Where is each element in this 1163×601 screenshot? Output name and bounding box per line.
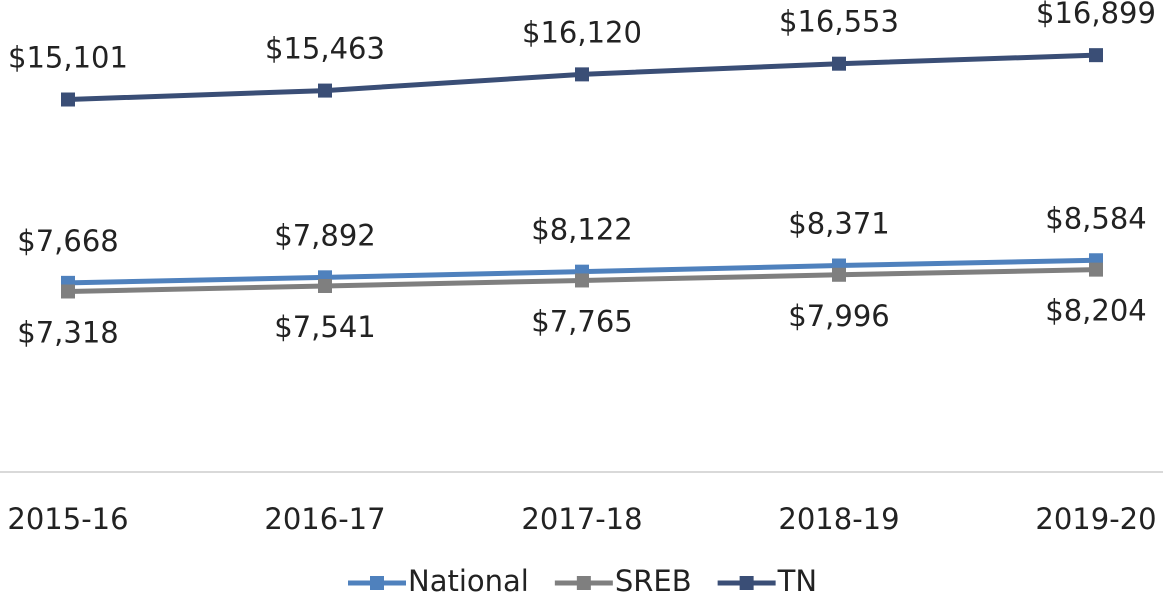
data-label: $15,463 <box>265 32 385 66</box>
data-label: $16,120 <box>522 15 642 49</box>
data-label: $16,899 <box>1036 0 1156 30</box>
data-label: $7,765 <box>531 304 632 338</box>
legend-label: National <box>408 564 529 598</box>
data-label: $16,553 <box>779 5 899 39</box>
marker <box>1089 262 1103 277</box>
legend-label: TN <box>777 564 817 598</box>
data-label: $8,204 <box>1045 294 1146 328</box>
data-label: $8,122 <box>531 213 632 247</box>
marker <box>318 278 332 293</box>
data-label: $7,318 <box>17 315 118 349</box>
data-label: $7,668 <box>17 224 118 258</box>
x-tick-label: 2016-17 <box>264 502 385 536</box>
x-tick-label: 2018-19 <box>778 502 899 536</box>
marker <box>318 83 332 98</box>
x-tick-label: 2015-16 <box>7 502 128 536</box>
marker <box>832 267 846 282</box>
data-label: $8,584 <box>1045 201 1146 235</box>
data-label: $8,371 <box>788 207 889 241</box>
marker <box>575 273 589 288</box>
marker <box>575 67 589 82</box>
x-tick-label: 2019-20 <box>1035 502 1156 536</box>
data-label: $7,541 <box>274 310 375 344</box>
legend-marker <box>576 576 591 590</box>
legend-marker <box>370 576 384 590</box>
marker <box>61 284 75 299</box>
legend-marker <box>739 576 754 590</box>
marker <box>61 92 75 107</box>
legend-label: SREB <box>615 564 692 598</box>
marker <box>832 56 846 71</box>
data-label: $7,892 <box>274 218 375 252</box>
data-label: $7,996 <box>788 299 889 333</box>
marker <box>1089 48 1103 63</box>
data-label: $15,101 <box>8 41 128 75</box>
x-tick-label: 2017-18 <box>521 502 642 536</box>
